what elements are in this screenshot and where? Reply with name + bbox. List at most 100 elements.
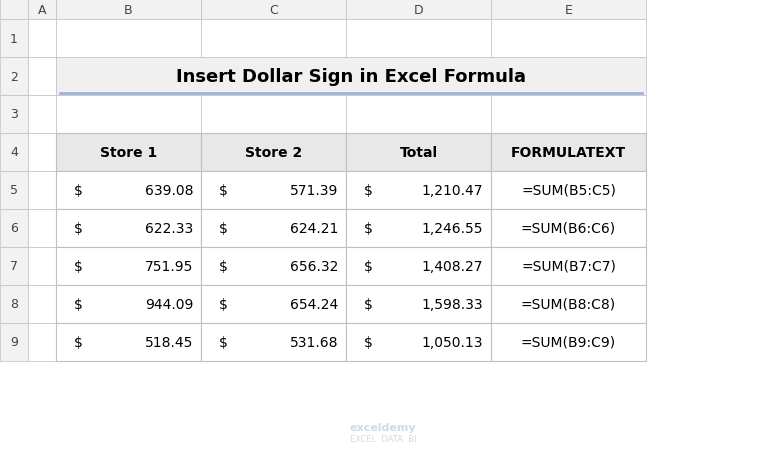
Bar bbox=[201, 20, 346, 58]
Bar bbox=[346, 0, 491, 20]
Text: =SUM(B5:C5): =SUM(B5:C5) bbox=[521, 184, 616, 197]
Bar bbox=[0, 58, 28, 96]
Bar bbox=[491, 324, 646, 361]
Bar bbox=[0, 96, 28, 134]
Text: 571.39: 571.39 bbox=[290, 184, 338, 197]
Text: 531.68: 531.68 bbox=[290, 335, 338, 349]
Bar bbox=[491, 172, 646, 210]
Text: $: $ bbox=[364, 335, 373, 349]
Text: Store 2: Store 2 bbox=[245, 146, 302, 160]
Bar bbox=[201, 285, 346, 324]
Bar bbox=[0, 324, 28, 361]
Bar bbox=[56, 20, 201, 58]
Bar bbox=[201, 172, 346, 210]
Bar bbox=[0, 20, 28, 58]
Text: $: $ bbox=[364, 259, 373, 273]
Text: $: $ bbox=[74, 298, 83, 311]
Bar bbox=[28, 134, 56, 172]
Text: 656.32: 656.32 bbox=[290, 259, 338, 273]
Text: 654.24: 654.24 bbox=[290, 298, 338, 311]
Text: 1,050.13: 1,050.13 bbox=[421, 335, 483, 349]
Bar bbox=[56, 248, 201, 285]
Text: 1,598.33: 1,598.33 bbox=[421, 298, 483, 311]
Text: $: $ bbox=[364, 298, 373, 311]
Bar bbox=[56, 96, 201, 134]
Text: C: C bbox=[269, 4, 278, 16]
Bar bbox=[491, 248, 646, 285]
Bar bbox=[28, 324, 56, 361]
Text: 1,210.47: 1,210.47 bbox=[421, 184, 483, 197]
Bar bbox=[201, 210, 346, 248]
Bar bbox=[346, 134, 491, 172]
Text: $: $ bbox=[74, 184, 83, 197]
Bar bbox=[0, 0, 28, 20]
Text: exceldemy: exceldemy bbox=[350, 422, 416, 432]
Bar bbox=[346, 20, 491, 58]
Text: $: $ bbox=[219, 184, 228, 197]
Text: 7: 7 bbox=[10, 260, 18, 273]
Bar bbox=[491, 134, 646, 172]
Bar bbox=[56, 134, 201, 172]
Text: 1,246.55: 1,246.55 bbox=[421, 222, 483, 236]
Bar bbox=[0, 248, 28, 285]
Text: 9: 9 bbox=[10, 336, 18, 349]
Bar bbox=[28, 210, 56, 248]
Text: D: D bbox=[414, 4, 424, 16]
Bar bbox=[28, 0, 56, 20]
Text: $: $ bbox=[74, 222, 83, 236]
Bar bbox=[28, 248, 56, 285]
Bar bbox=[346, 324, 491, 361]
Bar bbox=[491, 96, 646, 134]
Text: $: $ bbox=[364, 222, 373, 236]
Bar bbox=[491, 0, 646, 20]
Bar bbox=[56, 58, 646, 96]
Text: 6: 6 bbox=[10, 222, 18, 235]
Bar bbox=[201, 248, 346, 285]
Bar bbox=[56, 0, 201, 20]
Text: 1,408.27: 1,408.27 bbox=[421, 259, 483, 273]
Bar bbox=[28, 172, 56, 210]
Text: A: A bbox=[38, 4, 46, 16]
Bar bbox=[491, 285, 646, 324]
Text: =SUM(B7:C7): =SUM(B7:C7) bbox=[521, 259, 616, 273]
Text: EXCEL  DATA  BI: EXCEL DATA BI bbox=[350, 435, 416, 444]
Bar bbox=[56, 172, 201, 210]
Bar bbox=[491, 210, 646, 248]
Bar bbox=[346, 96, 491, 134]
Text: 624.21: 624.21 bbox=[290, 222, 338, 236]
Text: 1: 1 bbox=[10, 32, 18, 46]
Bar bbox=[28, 20, 56, 58]
Bar bbox=[346, 285, 491, 324]
Bar bbox=[56, 210, 201, 248]
Text: $: $ bbox=[74, 259, 83, 273]
Bar bbox=[28, 58, 56, 96]
Text: $: $ bbox=[74, 335, 83, 349]
Text: 2: 2 bbox=[10, 71, 18, 83]
Bar bbox=[0, 134, 28, 172]
Text: 751.95: 751.95 bbox=[145, 259, 193, 273]
Text: 5: 5 bbox=[10, 184, 18, 197]
Text: 944.09: 944.09 bbox=[145, 298, 193, 311]
Text: FORMULATEXT: FORMULATEXT bbox=[511, 146, 626, 160]
Text: 3: 3 bbox=[10, 108, 18, 121]
Text: 4: 4 bbox=[10, 146, 18, 159]
Text: $: $ bbox=[219, 335, 228, 349]
Text: 8: 8 bbox=[10, 298, 18, 311]
Text: B: B bbox=[124, 4, 133, 16]
Bar bbox=[346, 210, 491, 248]
Text: Total: Total bbox=[399, 146, 437, 160]
Bar bbox=[0, 285, 28, 324]
Bar bbox=[0, 172, 28, 210]
Bar bbox=[56, 324, 201, 361]
Bar bbox=[346, 248, 491, 285]
Bar bbox=[0, 210, 28, 248]
Text: $: $ bbox=[219, 222, 228, 236]
Text: $: $ bbox=[219, 298, 228, 311]
Bar bbox=[201, 324, 346, 361]
Bar bbox=[28, 96, 56, 134]
Text: $: $ bbox=[219, 259, 228, 273]
Bar bbox=[201, 134, 346, 172]
Text: 518.45: 518.45 bbox=[145, 335, 193, 349]
Bar bbox=[201, 0, 346, 20]
Bar bbox=[28, 285, 56, 324]
